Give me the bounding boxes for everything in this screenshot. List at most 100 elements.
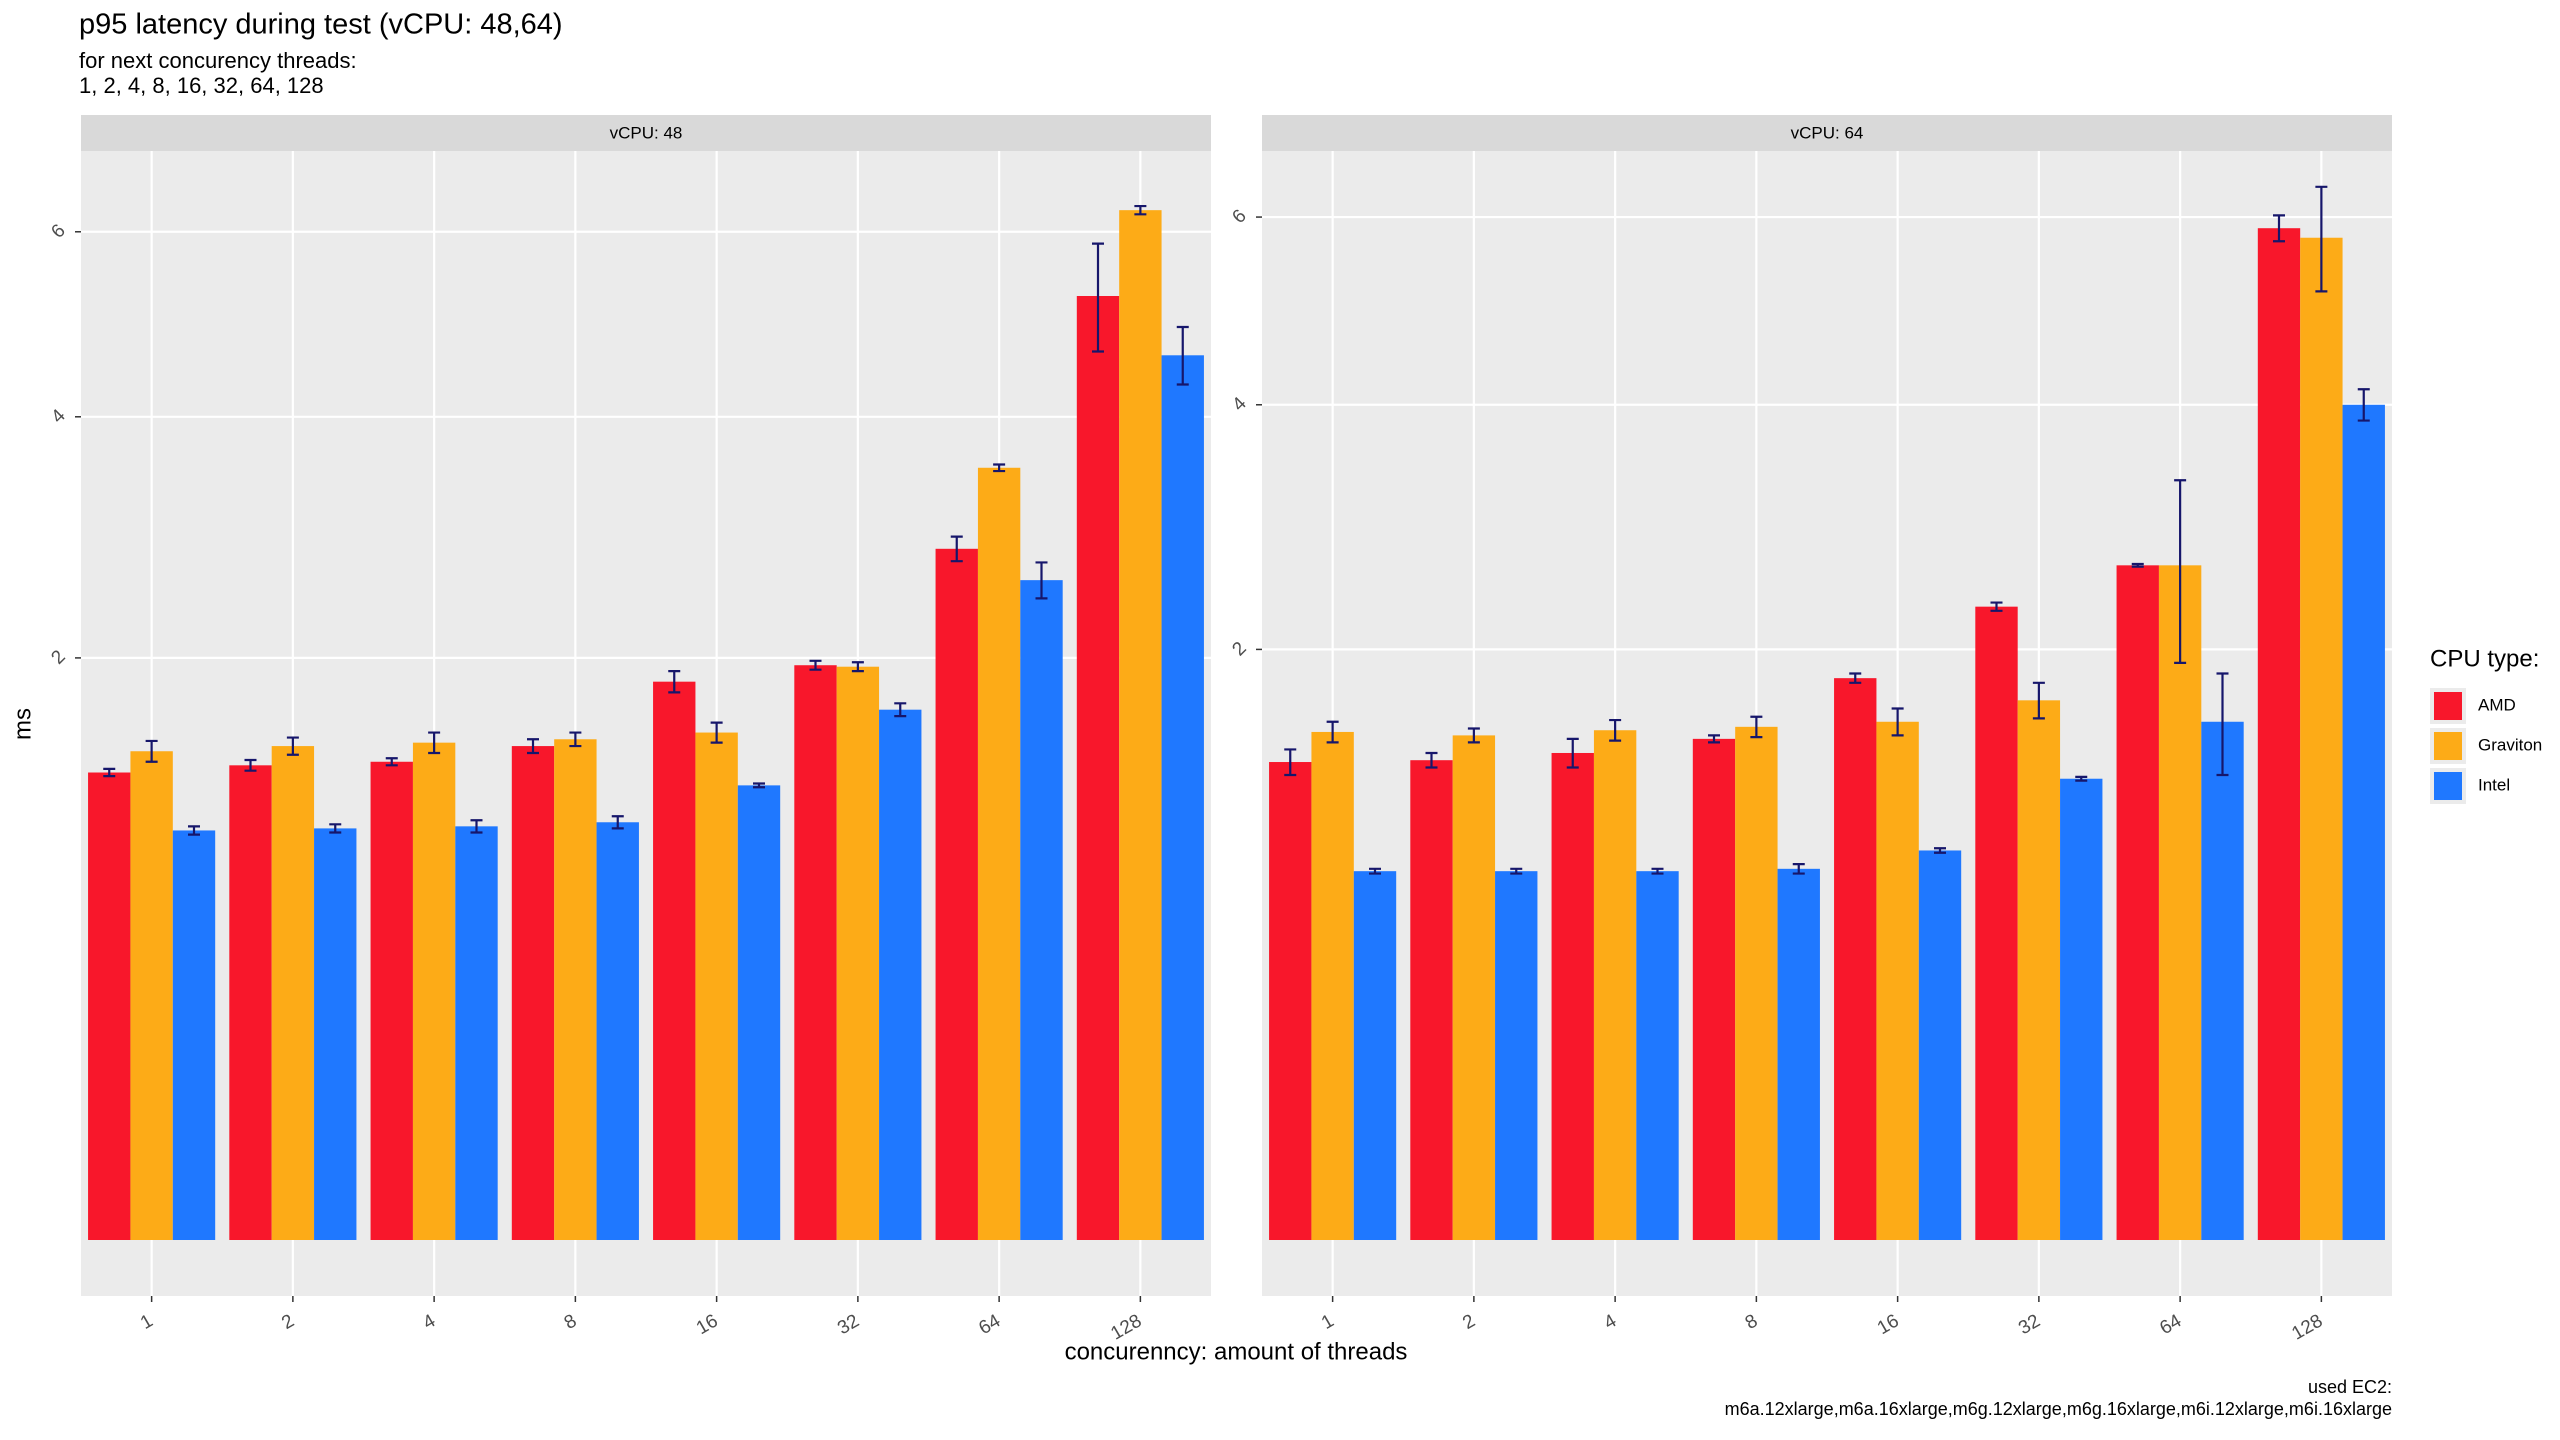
- error-bar: [1284, 748, 1297, 777]
- x-tick-label: 1: [1318, 1310, 1338, 1333]
- error-bar: [1510, 867, 1523, 875]
- bar: [737, 785, 781, 1240]
- error-bar: [569, 731, 582, 748]
- error-bar: [1369, 867, 1381, 875]
- error-bar: [188, 825, 200, 836]
- bar: [130, 751, 173, 1240]
- bar: [1593, 730, 1637, 1240]
- bar: [2017, 700, 2061, 1240]
- bar: [1692, 738, 1736, 1240]
- strip-label: vCPU: 64: [1791, 123, 1864, 142]
- x-tick-label: 1: [137, 1310, 157, 1333]
- bar: [836, 666, 880, 1240]
- bar: [1076, 296, 1120, 1240]
- error-bar: [1708, 734, 1720, 744]
- error-bar: [2273, 214, 2285, 243]
- bar: [1495, 871, 1538, 1240]
- y-tick-label: 2: [47, 646, 69, 668]
- subtitle: for next concurency threads:: [79, 48, 357, 73]
- legend-title: CPU type:: [2430, 645, 2539, 672]
- y-tick-label: 2: [1228, 638, 1250, 660]
- error-bar: [668, 670, 681, 694]
- error-bar: [244, 758, 257, 772]
- x-tick-label: 8: [1742, 1310, 1762, 1333]
- x-tick-label: 32: [2015, 1310, 2044, 1339]
- error-bar: [611, 815, 624, 830]
- error-bar: [2216, 672, 2229, 777]
- bar: [88, 772, 131, 1240]
- legend-label: AMD: [2478, 695, 2516, 714]
- x-tick-label: 64: [2156, 1310, 2185, 1339]
- error-bar: [2174, 479, 2187, 664]
- y-axis-title: ms: [9, 708, 36, 740]
- bar: [1119, 210, 1162, 1241]
- error-bar: [1467, 727, 1480, 744]
- x-tick-label: 8: [561, 1310, 581, 1333]
- bar: [935, 548, 978, 1240]
- error-bar: [710, 721, 723, 744]
- x-tick-label: 16: [1874, 1310, 1903, 1339]
- x-tick-label: 32: [834, 1310, 863, 1339]
- caption: m6a.12xlarge,m6a.16xlarge,m6g.12xlarge,m…: [1725, 1399, 2392, 1419]
- error-bar: [329, 823, 342, 834]
- error-bar: [286, 736, 299, 756]
- error-bar: [470, 819, 483, 834]
- bar: [695, 732, 738, 1240]
- bar: [2116, 565, 2159, 1240]
- bar: [1311, 731, 1354, 1240]
- bar: [2158, 565, 2202, 1240]
- error-bar: [894, 702, 907, 718]
- bar: [554, 739, 597, 1240]
- error-bar: [1134, 204, 1147, 216]
- x-tick-label: 4: [419, 1310, 439, 1334]
- bar: [271, 746, 315, 1240]
- x-tick-label: 16: [693, 1310, 722, 1339]
- error-bar: [950, 535, 963, 563]
- error-bar: [1176, 325, 1189, 386]
- error-bar: [428, 731, 441, 755]
- subtitle: 1, 2, 4, 8, 16, 32, 64, 128: [79, 73, 324, 98]
- bar: [370, 761, 413, 1240]
- bar: [1452, 735, 1496, 1240]
- error-bar: [2075, 775, 2088, 782]
- error-bar: [1609, 718, 1622, 742]
- bar: [1834, 678, 1877, 1240]
- bar: [455, 826, 498, 1240]
- bar: [1918, 850, 1962, 1240]
- x-tick-label: 2: [1459, 1310, 1479, 1333]
- error-bar: [809, 659, 822, 671]
- bar: [1410, 760, 1453, 1240]
- bar: [596, 822, 639, 1240]
- x-tick-label: 2: [278, 1310, 298, 1333]
- bar: [794, 665, 837, 1240]
- legend-swatch: [2434, 692, 2462, 720]
- error-bar: [1990, 601, 2003, 612]
- bar: [172, 830, 216, 1240]
- y-tick-label: 6: [47, 220, 69, 242]
- error-bar: [1792, 863, 1805, 875]
- error-bar: [993, 463, 1006, 473]
- error-bar: [1326, 720, 1339, 744]
- x-axis-title: concurennсy: amount of threads: [1065, 1338, 1408, 1365]
- y-tick-label: 4: [47, 405, 70, 428]
- error-bar: [103, 767, 116, 778]
- strip-background: [1262, 115, 2392, 151]
- strip-background: [81, 115, 1211, 151]
- caption: used EC2:: [2308, 1377, 2392, 1397]
- x-tick-label: 4: [1600, 1310, 1620, 1334]
- bar: [314, 828, 357, 1240]
- error-bar: [1035, 561, 1048, 600]
- y-tick-label: 6: [1228, 206, 1250, 228]
- bar: [1161, 355, 1204, 1240]
- strip-label: vCPU: 48: [610, 123, 683, 142]
- bar: [2060, 778, 2103, 1240]
- bar: [1551, 752, 1594, 1240]
- bar: [2342, 404, 2385, 1240]
- error-bar: [2357, 388, 2370, 422]
- bar: [1636, 871, 1679, 1240]
- error-bar: [1651, 867, 1664, 875]
- bar: [1777, 868, 1820, 1240]
- error-bar: [1092, 242, 1104, 353]
- error-bar: [1891, 707, 1904, 737]
